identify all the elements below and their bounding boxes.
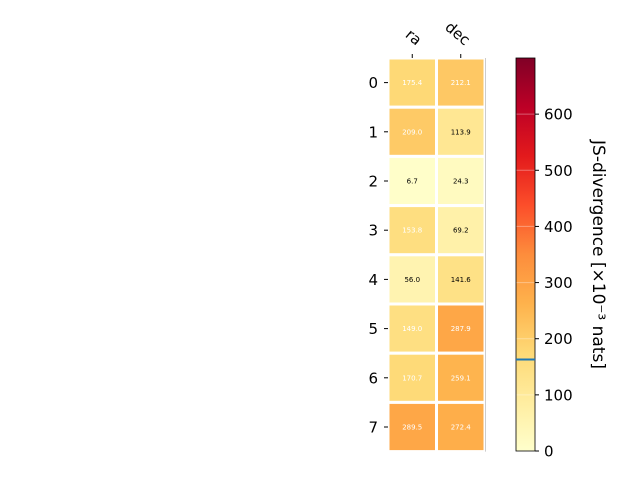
cell-value-label: 170.7 bbox=[402, 374, 422, 382]
x-tick-label: dec bbox=[441, 18, 473, 49]
y-tick-label: 4 bbox=[368, 271, 378, 289]
x-tick-label: ra bbox=[402, 25, 425, 49]
cell-value-label: 153.8 bbox=[402, 227, 422, 235]
colorbar-tick-label: 100 bbox=[544, 386, 573, 404]
cell-value-label: 6.7 bbox=[407, 178, 418, 186]
colorbar-gradient bbox=[516, 58, 535, 451]
colorbar: 0 100 200 300 400 500 600 JS-divergence [×10⁻³ … bbox=[515, 57, 608, 461]
y-tick-label: 7 bbox=[368, 419, 378, 437]
heatmap-cell bbox=[435, 400, 487, 454]
colorbar-tick-label: 400 bbox=[544, 218, 573, 236]
cell-value-label: 212.1 bbox=[451, 79, 471, 87]
colorbar-tick-label: 300 bbox=[544, 274, 573, 292]
colorbar-tick-label: 0 bbox=[544, 443, 554, 461]
colorbar-tick-label: 200 bbox=[544, 330, 573, 348]
heatmap-cells: 175.4 212.1 209.0 113.9 6.7 24.3 153.8 69.2 56.0… bbox=[386, 56, 487, 454]
y-tick-label: 1 bbox=[368, 123, 378, 141]
y-tick-label: 6 bbox=[368, 369, 378, 387]
cell-value-label: 272.4 bbox=[451, 424, 472, 432]
cell-value-label: 287.9 bbox=[451, 325, 471, 333]
cell-value-label: 113.9 bbox=[451, 128, 471, 136]
cell-value-label: 209.0 bbox=[402, 128, 422, 136]
cell-value-label: 289.5 bbox=[402, 424, 422, 432]
cell-value-label: 259.1 bbox=[451, 374, 471, 382]
heatmap-cell bbox=[435, 253, 487, 306]
cell-value-label: 149.0 bbox=[402, 325, 422, 333]
y-tick-label: 3 bbox=[368, 222, 378, 240]
y-tick-label: 2 bbox=[368, 173, 378, 191]
colorbar-label: JS-divergence [×10⁻³ nats] bbox=[588, 139, 608, 369]
cell-value-label: 56.0 bbox=[404, 276, 420, 284]
y-tick-label: 0 bbox=[368, 74, 378, 92]
cell-value-label: 69.2 bbox=[453, 227, 469, 235]
colorbar-outline bbox=[515, 57, 536, 452]
cell-value-label: 175.4 bbox=[402, 79, 423, 87]
y-tick-label: 5 bbox=[368, 320, 378, 338]
cell-value-label: 141.6 bbox=[451, 276, 472, 284]
colorbar-tick-label: 500 bbox=[544, 162, 573, 180]
heatmap-cell bbox=[435, 204, 487, 257]
cell-value-label: 24.3 bbox=[453, 178, 469, 186]
colorbar-tick-label: 600 bbox=[544, 106, 573, 124]
